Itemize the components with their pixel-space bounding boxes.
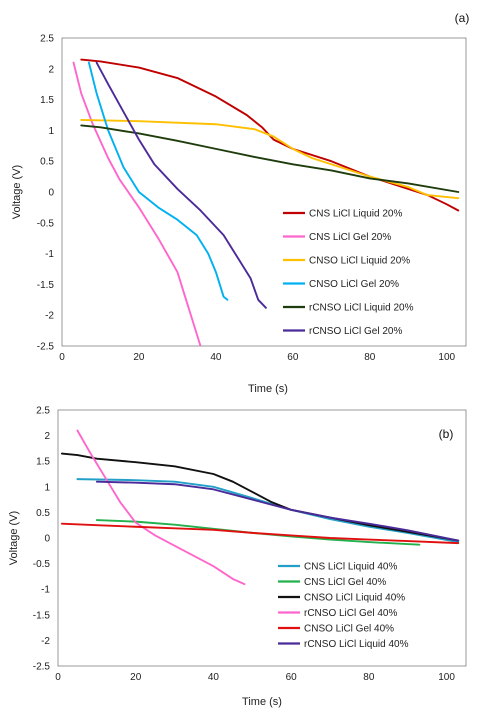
y-tick-label: 0.5 [36,508,50,519]
y-tick-label: -2.5 [37,342,55,353]
y-tick-label: 0.5 [40,157,54,168]
x-tick-label: 20 [133,352,145,363]
series-group [60,429,460,586]
y-tick-label: 1.5 [40,95,54,106]
y-tick-label: -2 [41,636,50,647]
y-tick-label: 0 [48,188,54,199]
x-tick-label: 100 [438,672,455,683]
y-tick-label: 0 [44,534,50,545]
plot-area-border [61,37,467,347]
legend: CNS LiCl Liquid 40% CNS LiCl Gel 40% CNSO … [278,562,409,650]
panel-label: (b) [439,427,454,441]
y-tick-label: -1 [41,585,50,596]
y-tick-label: -2 [45,311,54,322]
y-tick-label: -0.5 [37,218,55,229]
series-line-rcnso-licl-liquid-20pct [80,124,460,193]
y-tick-label: -2.5 [33,662,51,673]
x-axis-title: Time (s) [242,696,282,708]
y-tick-label: 1 [44,482,50,493]
legend-entry-rcnso-licl-gel-20pct: rCNSO LiCl Gel 20% [309,326,402,337]
legend-entry-cnso-licl-gel-20pct: CNSO LiCl Gel 20% [309,279,399,290]
legend-entry-cns-licl-gel-20pct: CNS LiCl Gel 20% [309,232,391,243]
legend-entry-cnso-licl-gel-40pct: CNSO LiCl Gel 40% [304,624,394,635]
series-line-cnso-licl-liquid-40pct [60,452,460,542]
x-tick-label: 40 [210,352,222,363]
legend: CNS LiCl Liquid 20% CNS LiCl Gel 20% CNSO … [283,209,414,337]
y-axis-title: Voltage (V) [11,165,23,219]
series-line-cnso-licl-liquid-20pct [80,118,460,200]
y-tick-label: 1 [48,126,54,137]
x-tick-label: 0 [59,352,65,363]
plot-area-border [57,409,467,667]
y-tick-label: -1 [45,249,54,260]
legend-entry-cnso-licl-liquid-20pct: CNSO LiCl Liquid 20% [309,256,410,267]
y-tick-label: -1.5 [37,280,55,291]
x-tick-label: 60 [287,352,299,363]
series-group [72,58,460,346]
y-tick-label: -1.5 [33,610,51,621]
legend-entry-rcnso-licl-liquid-40pct: rCNSO LiCl Liquid 40% [304,639,409,650]
x-tick-label: 100 [438,352,455,363]
y-tick-label: 2.5 [40,34,54,45]
x-tick-label: 80 [364,352,376,363]
y-tick-label: 1.5 [36,457,50,468]
y-tick-label: 2 [48,64,54,75]
x-tick-label: 60 [286,672,298,683]
series-line-cnso-licl-gel-20pct [87,61,229,301]
legend-entry-cns-licl-gel-40pct: CNS LiCl Gel 40% [304,577,386,588]
series-line-rcnso-licl-liquid-40pct [95,480,460,542]
chart-panel-a: 2.5 2 1.5 1 0.5 0 -0.5 -1 -1.5 -2 -2.5 0 20 40 60 80 100… [11,11,469,395]
legend-entry-cns-licl-liquid-40pct: CNS LiCl Liquid 40% [304,562,397,573]
x-tick-label: 80 [363,672,375,683]
chart-panels: 2.521.510.50-0.5-1-1.5-2-2.50 20 40 60 80 100… [8,11,469,708]
x-axis-title: Time (s) [248,383,288,395]
legend-entry-rcnso-licl-gel-40pct: rCNSO LiCl Gel 40% [304,608,397,619]
y-axis-title: Voltage (V) [8,511,20,565]
legend-entry-rcnso-licl-liquid-20pct: rCNSO LiCl Liquid 20% [309,303,414,314]
series-line-cnso-licl-gel-40pct [60,522,460,545]
y-tick-label: 2 [44,431,50,442]
series-line-rcnso-licl-gel-40pct [76,429,246,586]
chart-panel-b: 2.5 2 1.5 1 0.5 0 -0.5 -1 -1.5 -2 -2.5 0 20 40 60 80 100… [8,406,467,708]
legend-entry-cnso-licl-liquid-40pct: CNSO LiCl Liquid 40% [304,593,405,604]
x-tick-label: 40 [208,672,220,683]
series-line-rcnso-licl-gel-20pct [95,61,267,309]
x-tick-label: 20 [130,672,142,683]
y-tick-label: 2.5 [36,406,50,417]
y-tick-label: -0.5 [33,559,51,570]
panel-label: (a) [455,11,470,25]
series-line-cns-licl-gel-20pct [72,61,202,346]
x-tick-label: 0 [55,672,61,683]
legend-entry-cns-licl-liquid-20pct: CNS LiCl Liquid 20% [309,209,402,220]
